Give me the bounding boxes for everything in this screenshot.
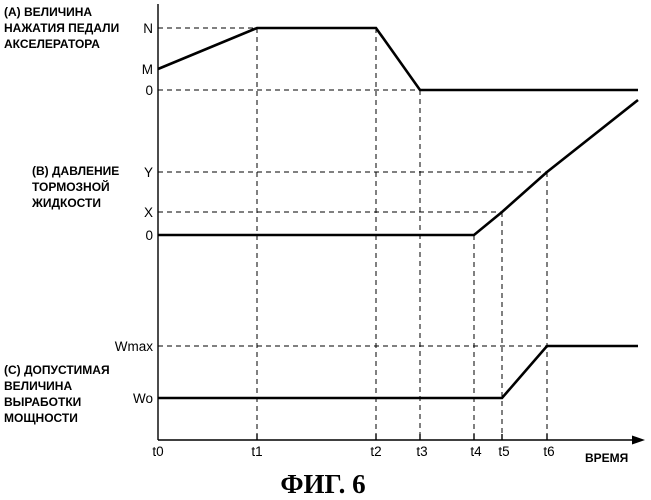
brake-pressure-curve [158,100,638,235]
time-tick-labels: t0 t1 t2 t3 t4 t5 t6 [152,444,554,459]
time-axis-label: ВРЕМЯ [585,451,628,465]
panel-b-label-line: ТОРМОЗНОЙ [32,179,110,194]
panel-a-label-line: АКСЕЛЕРАТОРА [4,37,100,51]
level-label-wo: Wo [133,391,153,406]
panel-c-label-line: (C) ДОПУСТИМАЯ [4,363,110,377]
time-label-t0: t0 [152,444,163,459]
time-label-t6: t6 [543,444,554,459]
time-tick-marks [257,434,547,440]
level-label-y: Y [144,165,153,180]
time-label-t1: t1 [251,444,262,459]
level-label-m: M [142,62,153,77]
panel-b-label-line: ЖИДКОСТИ [31,196,101,210]
panel-a-label: (A) ВЕЛИЧИНА НАЖАТИЯ ПЕДАЛИ АКСЕЛЕРАТОРА [4,5,123,51]
panel-c-label-line: ВЫРАБОТКИ [4,395,81,409]
panel-c-label-line: МОЩНОСТИ [4,411,78,425]
panel-a-label-line: НАЖАТИЯ ПЕДАЛИ [4,21,119,35]
time-label-t4: t4 [470,444,482,459]
figure-caption: ФИГ. 6 [280,469,365,499]
allowable-power-curve [158,346,638,398]
level-label-a-zero: 0 [145,83,153,98]
level-label-b-zero: 0 [145,228,153,243]
time-axis-arrowhead [632,436,645,445]
panel-c-label-line: ВЕЛИЧИНА [4,379,72,393]
panel-c-label: (C) ДОПУСТИМАЯ ВЕЛИЧИНА ВЫРАБОТКИ МОЩНОС… [4,363,113,425]
panel-b-label-line: (B) ДАВЛЕНИЕ [32,164,119,178]
time-label-t2: t2 [370,444,381,459]
horizontal-guide-lines [158,28,547,346]
panel-b-label: (B) ДАВЛЕНИЕ ТОРМОЗНОЙ ЖИДКОСТИ [31,164,123,210]
level-label-x: X [144,205,153,220]
panel-a-label-line: (A) ВЕЛИЧИНА [4,5,92,19]
accelerator-pedal-curve [158,28,638,90]
time-label-t5: t5 [498,444,509,459]
level-label-n: N [143,21,153,36]
level-label-wmax: Wmax [115,339,153,354]
time-label-t3: t3 [416,444,427,459]
